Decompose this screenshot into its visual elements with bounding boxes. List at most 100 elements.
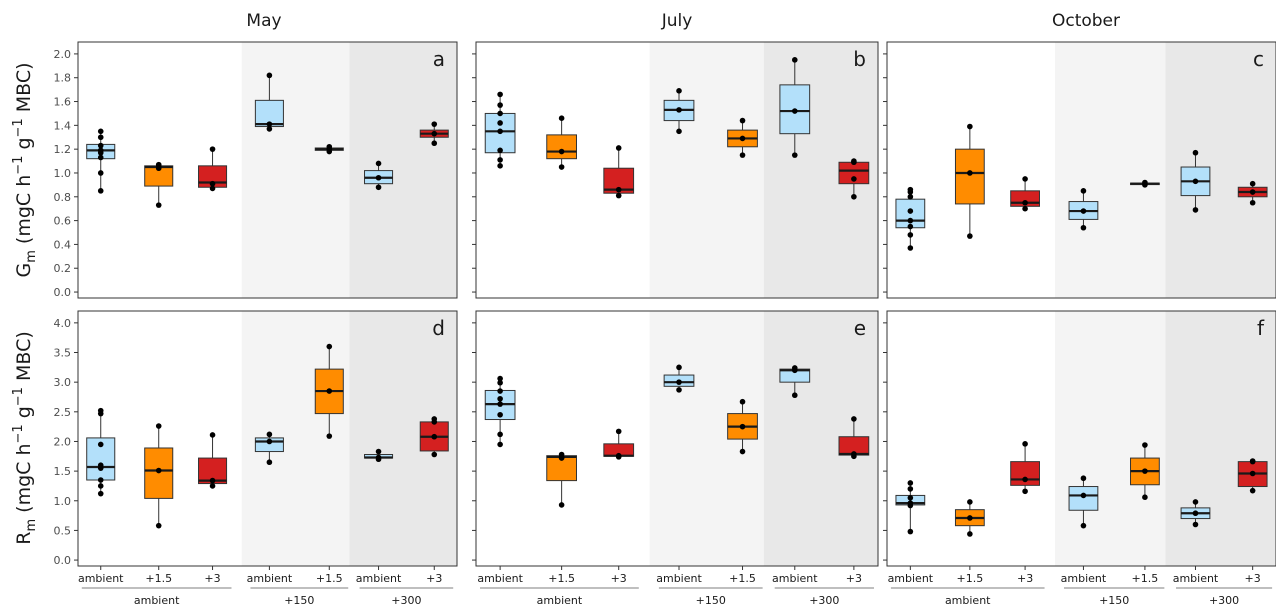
- data-point: [375, 160, 382, 167]
- data-point: [326, 143, 333, 150]
- data-point: [97, 188, 104, 194]
- group-label: ambient: [537, 594, 583, 607]
- box-iqr: [954, 148, 985, 205]
- data-point: [967, 233, 973, 239]
- box-f-6: [1180, 499, 1211, 528]
- box-e-1: [484, 375, 516, 448]
- box-d-7: [419, 416, 449, 458]
- x-axis-october: ambient +1.5 +3 ambient +1.5 ambient +3 ambient…: [888, 566, 1273, 607]
- data-point: [431, 140, 438, 147]
- data-point: [851, 451, 857, 457]
- data-point: [497, 147, 503, 154]
- data-point: [1080, 492, 1087, 499]
- data-point: [739, 448, 746, 455]
- data-point: [791, 365, 798, 371]
- panel-letter: c: [1253, 47, 1264, 71]
- y-tick-label: 1.4: [54, 119, 72, 132]
- data-point: [851, 176, 857, 182]
- data-point: [558, 451, 565, 458]
- panel-d: 0.0 0.5 1.0 1.5 2.0 2.5 3.0 3.5 4.0 d: [54, 310, 458, 567]
- group-label: ambient: [945, 594, 991, 607]
- data-point: [1080, 188, 1087, 194]
- y-tick-label: 3.0: [54, 376, 72, 389]
- y-tick-label: 1.2: [54, 143, 72, 156]
- data-point: [375, 184, 382, 191]
- data-point: [497, 120, 503, 126]
- data-point: [1022, 476, 1028, 483]
- data-point: [791, 57, 798, 63]
- data-point: [1022, 441, 1028, 447]
- data-point: [155, 202, 162, 208]
- y-axis-title-gm: Gm (mgC h−1 g−1 MBC): [11, 62, 39, 277]
- data-point: [615, 145, 622, 151]
- data-point: [97, 462, 104, 468]
- category-label: +1.5: [729, 572, 756, 585]
- category-label: ambient: [477, 572, 523, 585]
- data-point: [155, 161, 162, 168]
- background-band-150: [1055, 311, 1166, 566]
- data-point: [431, 451, 438, 458]
- data-point: [739, 423, 746, 430]
- y-tick-label: 2.0: [54, 435, 72, 448]
- data-point: [266, 121, 273, 127]
- box-d-6: [364, 448, 394, 463]
- data-point: [1080, 208, 1087, 214]
- data-point: [558, 164, 565, 170]
- data-point: [97, 170, 104, 176]
- box-b-7: [838, 158, 870, 200]
- background-band-150: [649, 42, 764, 298]
- data-point: [967, 515, 973, 521]
- data-point: [97, 477, 104, 483]
- data-point: [155, 522, 162, 529]
- box-c-2: [954, 123, 985, 239]
- y-tick-label: 2.5: [54, 406, 72, 419]
- data-point: [1142, 179, 1148, 186]
- box-a-7: [419, 121, 449, 147]
- box-a-2: [144, 161, 174, 208]
- data-point: [1080, 522, 1087, 529]
- data-point: [266, 126, 273, 132]
- data-point: [676, 128, 682, 135]
- data-point: [97, 490, 104, 497]
- data-point: [967, 170, 973, 176]
- data-point: [739, 135, 746, 142]
- group-label: +300: [809, 594, 839, 607]
- data-point: [967, 531, 973, 537]
- panel-frame: [886, 41, 1276, 299]
- box-a-1: [86, 128, 116, 194]
- background-band-300: [349, 42, 457, 298]
- box-iqr: [546, 134, 578, 160]
- y-tick-label: 2.0: [54, 48, 72, 61]
- column-title-october: October: [1052, 11, 1120, 31]
- data-point: [907, 500, 914, 506]
- category-label: +1.5: [145, 572, 172, 585]
- panel-letter: f: [1257, 316, 1265, 340]
- y-axis-title-rm: Rm (mgC h−1 g−1 MBC): [11, 331, 39, 545]
- data-point: [739, 398, 746, 405]
- data-point: [97, 147, 104, 154]
- data-point: [209, 483, 216, 489]
- box-b-6: [779, 57, 811, 158]
- data-point: [97, 134, 104, 141]
- category-label: ambient: [247, 572, 293, 585]
- data-point: [1142, 494, 1148, 501]
- category-label: +3: [846, 572, 862, 585]
- box-f-7: [1237, 458, 1268, 494]
- data-point: [1192, 207, 1199, 213]
- data-point: [739, 117, 746, 124]
- data-point: [851, 193, 857, 200]
- box-c-7: [1237, 180, 1268, 206]
- box-a-3: [198, 146, 228, 192]
- data-point: [676, 88, 682, 94]
- box-c-6: [1180, 149, 1211, 213]
- data-point: [97, 483, 104, 489]
- data-point: [497, 163, 503, 169]
- data-point: [266, 438, 273, 445]
- data-point: [791, 152, 798, 158]
- data-point: [497, 128, 503, 135]
- group-label: +150: [1099, 594, 1129, 607]
- panel-e: e: [472, 310, 879, 567]
- data-point: [375, 454, 382, 461]
- box-e-2: [546, 451, 578, 508]
